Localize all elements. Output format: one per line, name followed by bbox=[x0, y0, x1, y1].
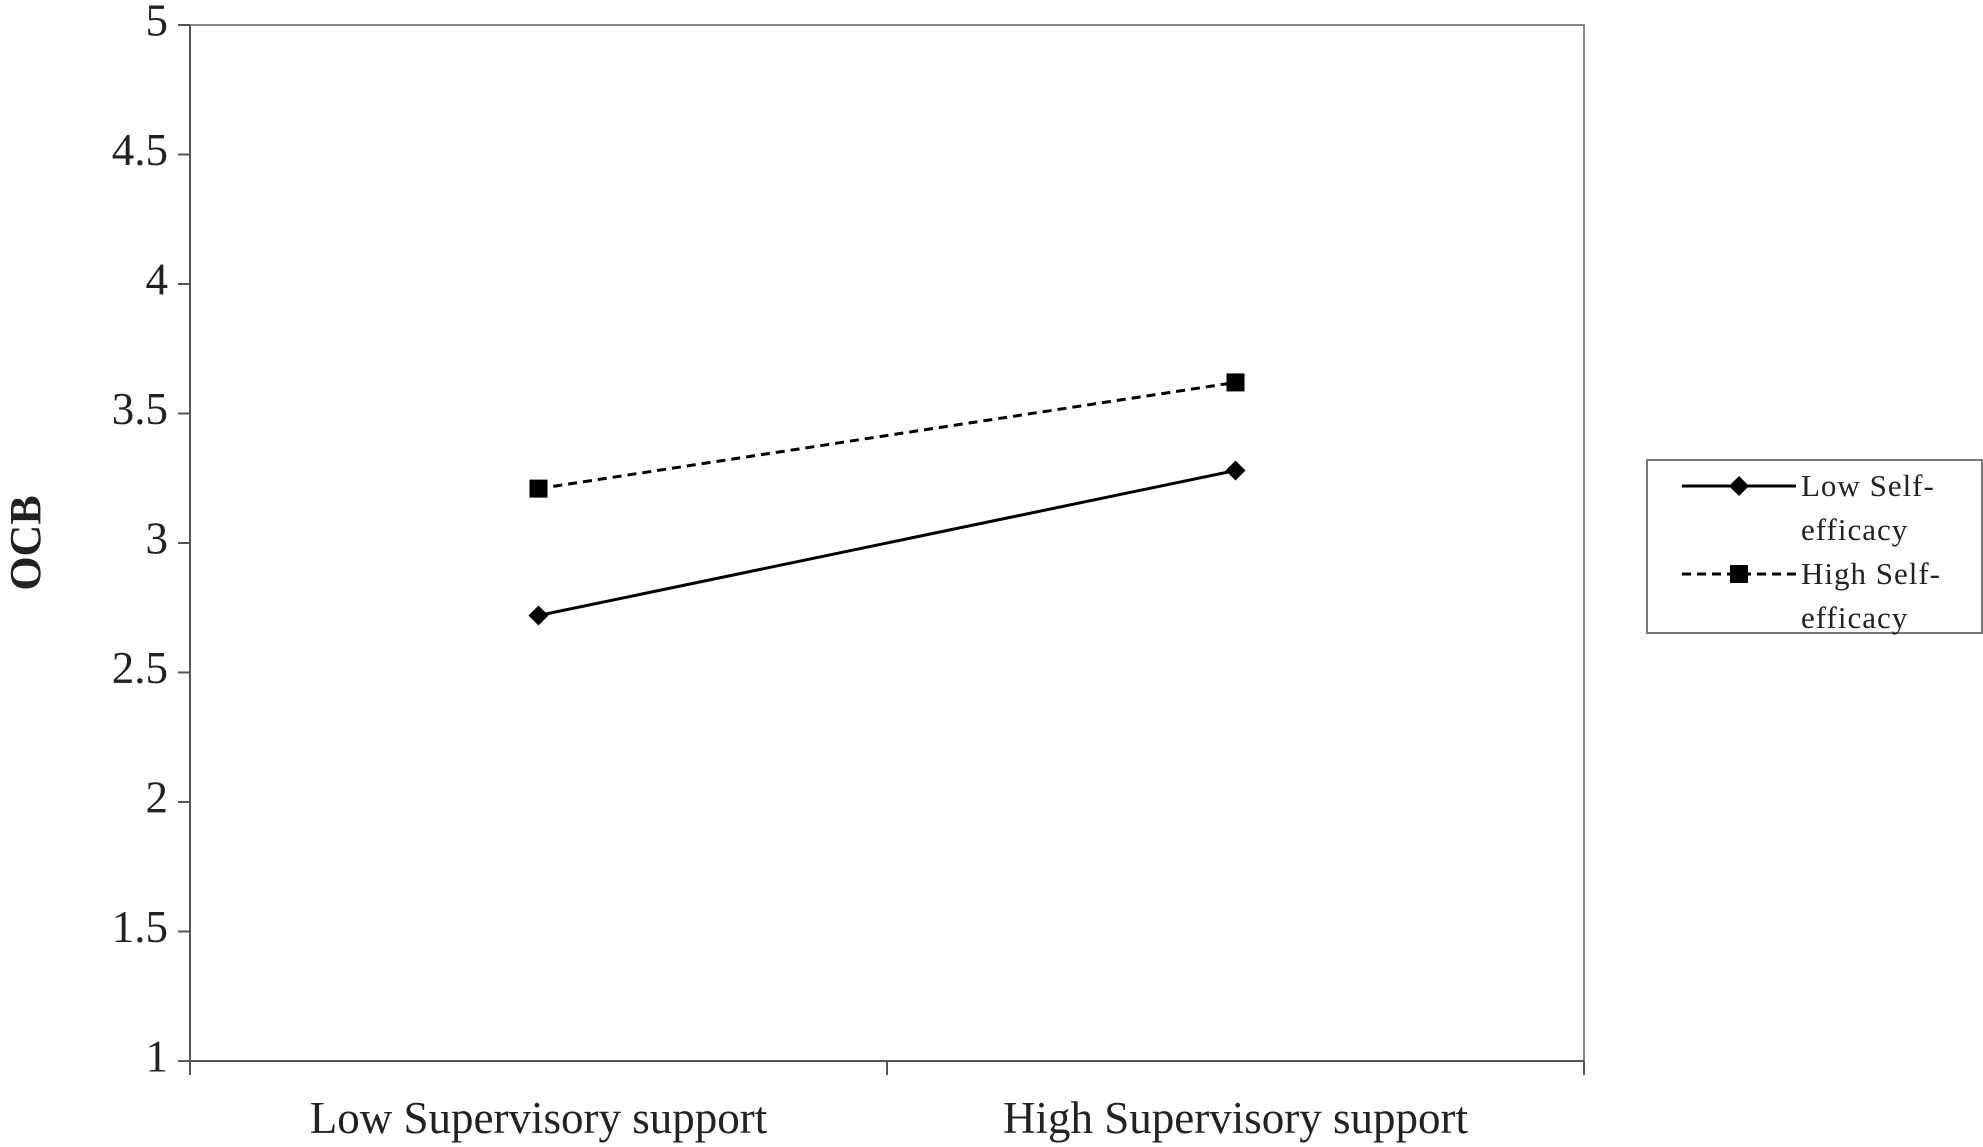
y-axis-label: OCB bbox=[1, 495, 50, 590]
x-tick-label: High Supervisory support bbox=[1003, 1093, 1468, 1143]
data-point bbox=[1225, 460, 1246, 481]
y-tick-label: 5 bbox=[146, 0, 169, 45]
series-line bbox=[538, 469, 1236, 617]
y-tick-label: 4 bbox=[146, 254, 169, 304]
y-tick-label: 4.5 bbox=[112, 125, 168, 175]
data-point bbox=[529, 479, 548, 498]
x-tick-label: Low Supervisory support bbox=[310, 1093, 768, 1143]
data-point bbox=[1226, 373, 1245, 392]
data-point bbox=[528, 605, 549, 626]
series-line bbox=[538, 380, 1236, 491]
y-tick-label: 3.5 bbox=[112, 384, 168, 434]
y-tick-label: 1.5 bbox=[112, 902, 168, 952]
y-tick-label: 2.5 bbox=[112, 643, 168, 693]
legend-marker bbox=[1730, 565, 1748, 583]
legend-label: High Self-efficacy bbox=[1801, 556, 1942, 635]
legend-marker bbox=[1729, 476, 1749, 496]
y-tick-label: 3 bbox=[146, 513, 169, 563]
legend-box bbox=[1646, 459, 1983, 634]
legend-label: Low Self-efficacy bbox=[1801, 468, 1935, 547]
y-tick-label: 1 bbox=[146, 1031, 169, 1081]
y-tick-label: 2 bbox=[146, 772, 169, 822]
